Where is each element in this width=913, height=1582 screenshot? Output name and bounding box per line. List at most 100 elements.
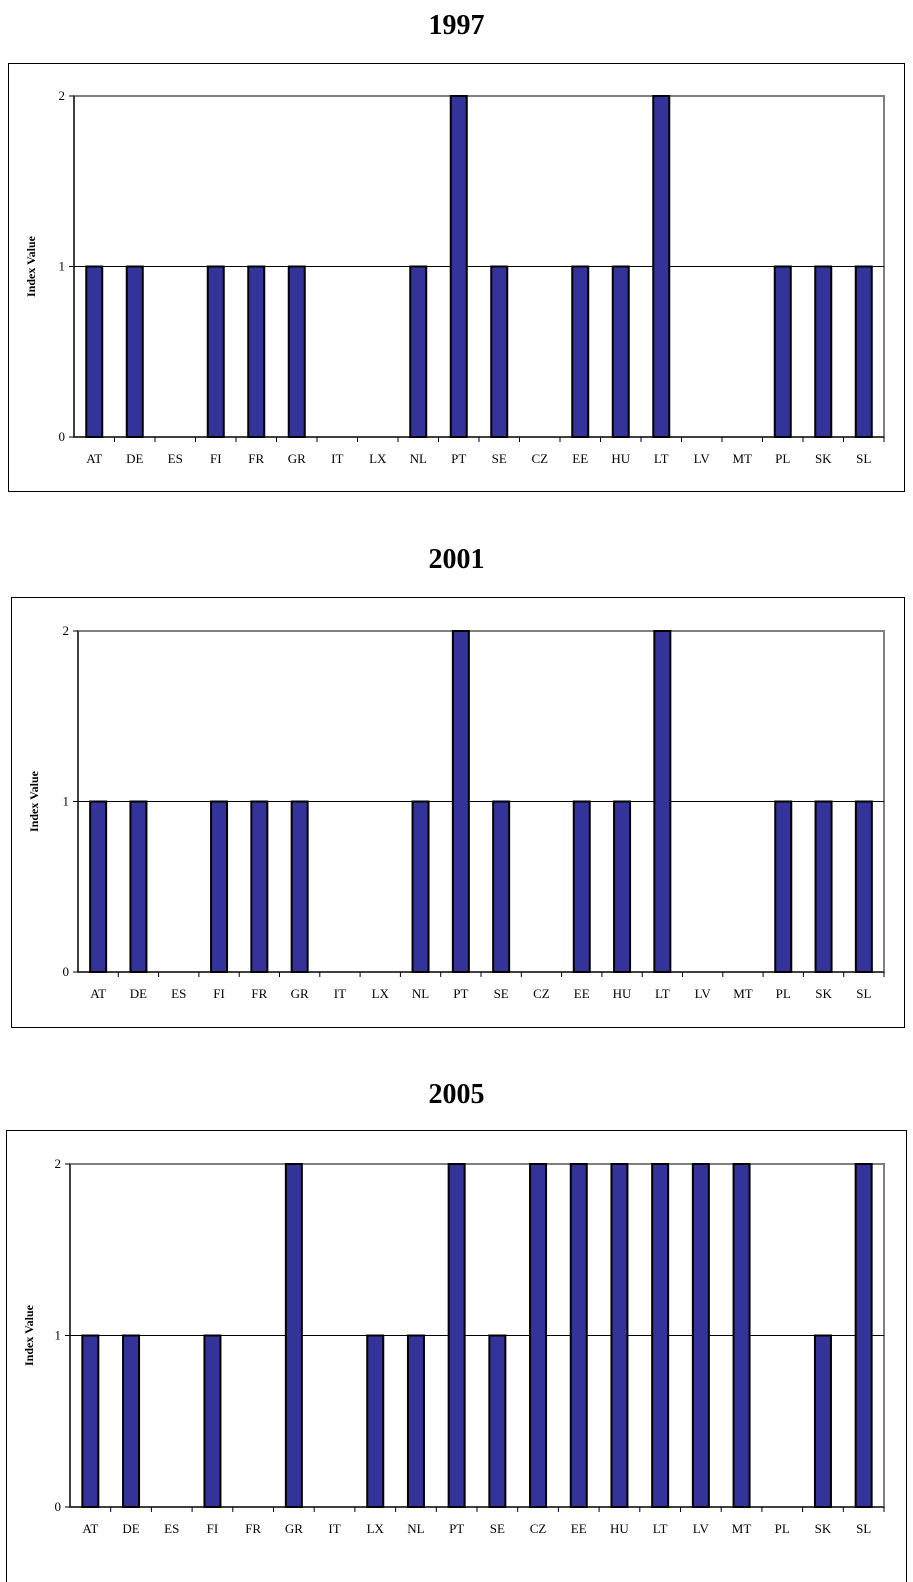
x-tick-label: FR (245, 1521, 261, 1536)
x-tick-label: CZ (530, 1521, 547, 1536)
bar-lt (653, 630, 672, 973)
bar-de (125, 265, 144, 438)
x-tick-label: HU (610, 1521, 629, 1536)
bar-lt (652, 95, 671, 438)
bar-fr (250, 800, 269, 973)
bar-se (488, 1334, 507, 1508)
y-axis-label: Index Value (22, 1304, 36, 1366)
x-tick-label: EE (574, 986, 590, 1001)
bar-nl (411, 800, 430, 973)
x-tick-label: SK (815, 986, 832, 1001)
bar-de (122, 1334, 141, 1508)
bar-chart-2001: 0 1 2 Index Value AT DE ES FI FR GR IT LX NL PT SE CZ EE… (11, 597, 905, 1028)
x-tick-label: GR (285, 1521, 303, 1536)
x-tick-label: MT (733, 451, 753, 466)
x-tick-label: LX (367, 1521, 385, 1536)
bar-chart-1997: 0 1 2 Index Value AT DE ES FI FR GR IT LX NL PT SE CZ EE… (8, 63, 905, 492)
x-tick-label: SE (494, 986, 509, 1001)
x-tick-label: HU (611, 451, 630, 466)
x-tick-label: SK (815, 451, 832, 466)
bar-pl (774, 800, 793, 973)
x-tick-label: LV (695, 986, 712, 1001)
bar-cz (529, 1163, 548, 1508)
x-tick-label: SL (856, 1521, 871, 1536)
bar-at (89, 800, 108, 973)
x-tick-label: SE (490, 1521, 505, 1536)
x-tick-label: LV (694, 451, 711, 466)
x-tick-label: NL (410, 451, 427, 466)
y-tick-label: 0 (55, 1499, 62, 1514)
x-tick-label: GR (291, 986, 309, 1001)
x-tick-label: FR (251, 986, 267, 1001)
x-tick-label: PT (453, 986, 468, 1001)
y-tick-label: 1 (63, 794, 70, 809)
bar-pl (773, 265, 792, 438)
x-tick-label: PL (775, 451, 790, 466)
bar-ee (569, 1163, 588, 1508)
bar-ee (572, 800, 591, 973)
x-tick-label: PT (451, 451, 466, 466)
bar-sl (854, 800, 873, 973)
x-tick-label: SL (856, 986, 871, 1001)
x-tick-label: LT (653, 1521, 668, 1536)
x-tick-label: LX (372, 986, 390, 1001)
x-tick-label: IT (331, 451, 343, 466)
bar-pt (447, 1163, 466, 1508)
bar-pt (449, 95, 468, 438)
bar-fr (247, 265, 266, 438)
x-tick-label: LV (693, 1521, 710, 1536)
chart-title: 2001 (428, 544, 485, 575)
x-tick-label: CZ (531, 451, 548, 466)
x-tick-label: FR (248, 451, 264, 466)
y-tick-label: 2 (63, 623, 70, 638)
bar-gr (290, 800, 309, 973)
x-tick-label: FI (213, 986, 225, 1001)
y-tick-label: 0 (63, 964, 70, 979)
x-tick-label: PL (775, 1521, 790, 1536)
x-tick-label: FI (207, 1521, 219, 1536)
x-tick-label: ES (171, 986, 186, 1001)
y-tick-label: 0 (59, 429, 66, 444)
bar-at (81, 1334, 100, 1508)
x-tick-label: MT (733, 986, 753, 1001)
x-tick-label: AT (82, 1521, 98, 1536)
y-tick-label: 1 (59, 259, 66, 274)
y-tick-label: 1 (55, 1328, 62, 1343)
bar-sl (854, 1163, 873, 1508)
x-tick-label: LT (655, 986, 670, 1001)
x-tick-label: DE (126, 451, 143, 466)
x-tick-label: DE (122, 1521, 139, 1536)
x-tick-label: SK (815, 1521, 832, 1536)
bar-sk (813, 1334, 832, 1508)
bar-lx (366, 1334, 385, 1508)
x-tick-label: LX (369, 451, 387, 466)
x-tick-label: IT (328, 1521, 340, 1536)
bar-lt (651, 1163, 670, 1508)
x-tick-label: NL (407, 1521, 424, 1536)
x-tick-label: HU (613, 986, 632, 1001)
x-tick-label: CZ (533, 986, 550, 1001)
y-tick-label: 2 (55, 1156, 62, 1171)
bar-chart-2005: 0 1 2 Index Value AT DE ES FI FR GR IT LX NL PT SE CZ EE… (6, 1130, 907, 1582)
bar-hu (613, 800, 632, 973)
x-tick-label: SL (856, 451, 871, 466)
bar-sk (814, 265, 833, 438)
bar-hu (611, 265, 630, 438)
x-tick-label: SE (492, 451, 507, 466)
x-tick-label: PT (449, 1521, 464, 1536)
bar-pt (451, 630, 470, 973)
x-tick-label: ES (168, 451, 183, 466)
x-tick-label: ES (164, 1521, 179, 1536)
bar-se (490, 265, 509, 438)
bar-de (129, 800, 148, 973)
x-tick-label: AT (86, 451, 102, 466)
bar-gr (287, 265, 306, 438)
bar-se (492, 800, 511, 973)
bar-mt (732, 1163, 751, 1508)
bar-nl (409, 265, 428, 438)
bar-fi (206, 265, 225, 438)
x-tick-label: GR (288, 451, 306, 466)
bar-hu (610, 1163, 629, 1508)
bar-at (85, 265, 104, 438)
y-tick-label: 2 (59, 88, 66, 103)
